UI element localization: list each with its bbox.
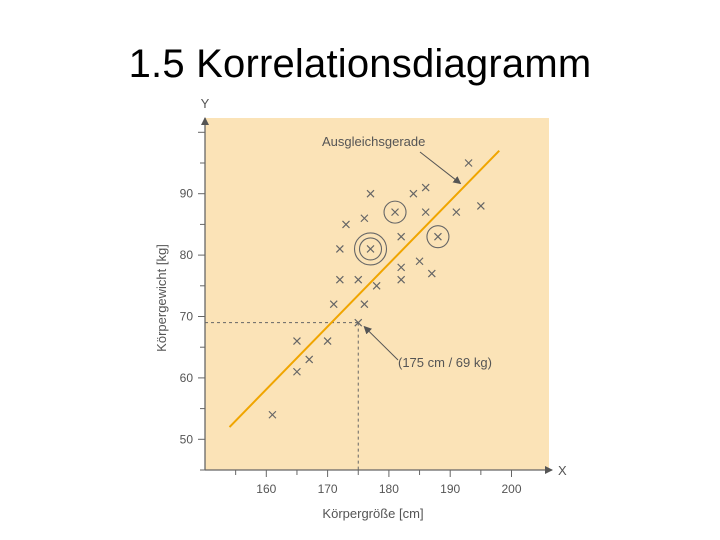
y-tick-label: 70 [180,310,194,324]
y-tick-label: 50 [180,432,194,446]
data-point [354,275,363,284]
data-point [397,263,406,272]
x-tick-label: 200 [501,482,521,496]
slide-title: 1.5 Korrelationsdiagramm [128,42,592,86]
y-tick-label: 60 [180,371,194,385]
plot-background [205,118,549,470]
data-point [452,208,461,217]
data-point [335,245,344,253]
annotation-ausgleichsgerade: Ausgleichsgerade [322,134,425,149]
y-tick-label: 80 [180,248,194,262]
point-highlight-ring [383,200,407,224]
data-point [421,183,430,192]
y-axis-title: Körpergewicht [kg] [154,244,169,352]
data-point [268,410,277,419]
data-point [397,232,406,241]
data-point [372,281,381,290]
annotation-reference-point: (175 cm / 69 kg) [398,355,492,370]
point-highlight-ring [353,232,388,266]
data-point [342,220,350,229]
circled-points [353,200,450,266]
x-tick-label: 160 [256,482,276,496]
data-point [335,275,344,284]
y-axis-ticks: 50 60 70 80 90 [180,131,205,471]
annotation-arrow-reference-point [363,325,399,361]
x-axis-title: Körpergröße [cm] [322,506,423,521]
data-point [323,337,332,345]
data-point [421,208,430,217]
data-point [476,202,485,210]
annotations: Ausgleichsgerade (175 cm / 69 kg) [322,134,492,370]
data-point [415,257,424,266]
data-point [391,208,399,217]
data-point [293,337,301,345]
data-point [434,232,442,241]
data-point [354,318,363,327]
annotation-arrow-ausgleichsgerade [419,151,462,185]
data-point [409,189,418,198]
data-point [360,300,369,309]
y-axis-letter: Y [201,96,210,111]
point-highlight-ring [358,237,383,261]
data-point [360,214,369,223]
data-point [427,269,436,278]
data-points [268,159,485,419]
regression-line [228,150,500,428]
data-point [366,245,375,253]
data-point [305,355,314,364]
x-tick-label: 180 [379,482,399,496]
data-point [366,189,375,198]
data-point [397,275,406,284]
data-point [329,300,338,309]
data-point [293,367,301,376]
x-tick-label: 190 [440,482,460,496]
x-tick-label: 170 [318,482,338,496]
point-highlight-ring [426,225,450,249]
x-axis-letter: X [558,463,567,478]
data-point [464,159,473,167]
y-tick-label: 90 [180,187,194,201]
x-axis-ticks: 160 170 180 190 200 [235,470,522,496]
